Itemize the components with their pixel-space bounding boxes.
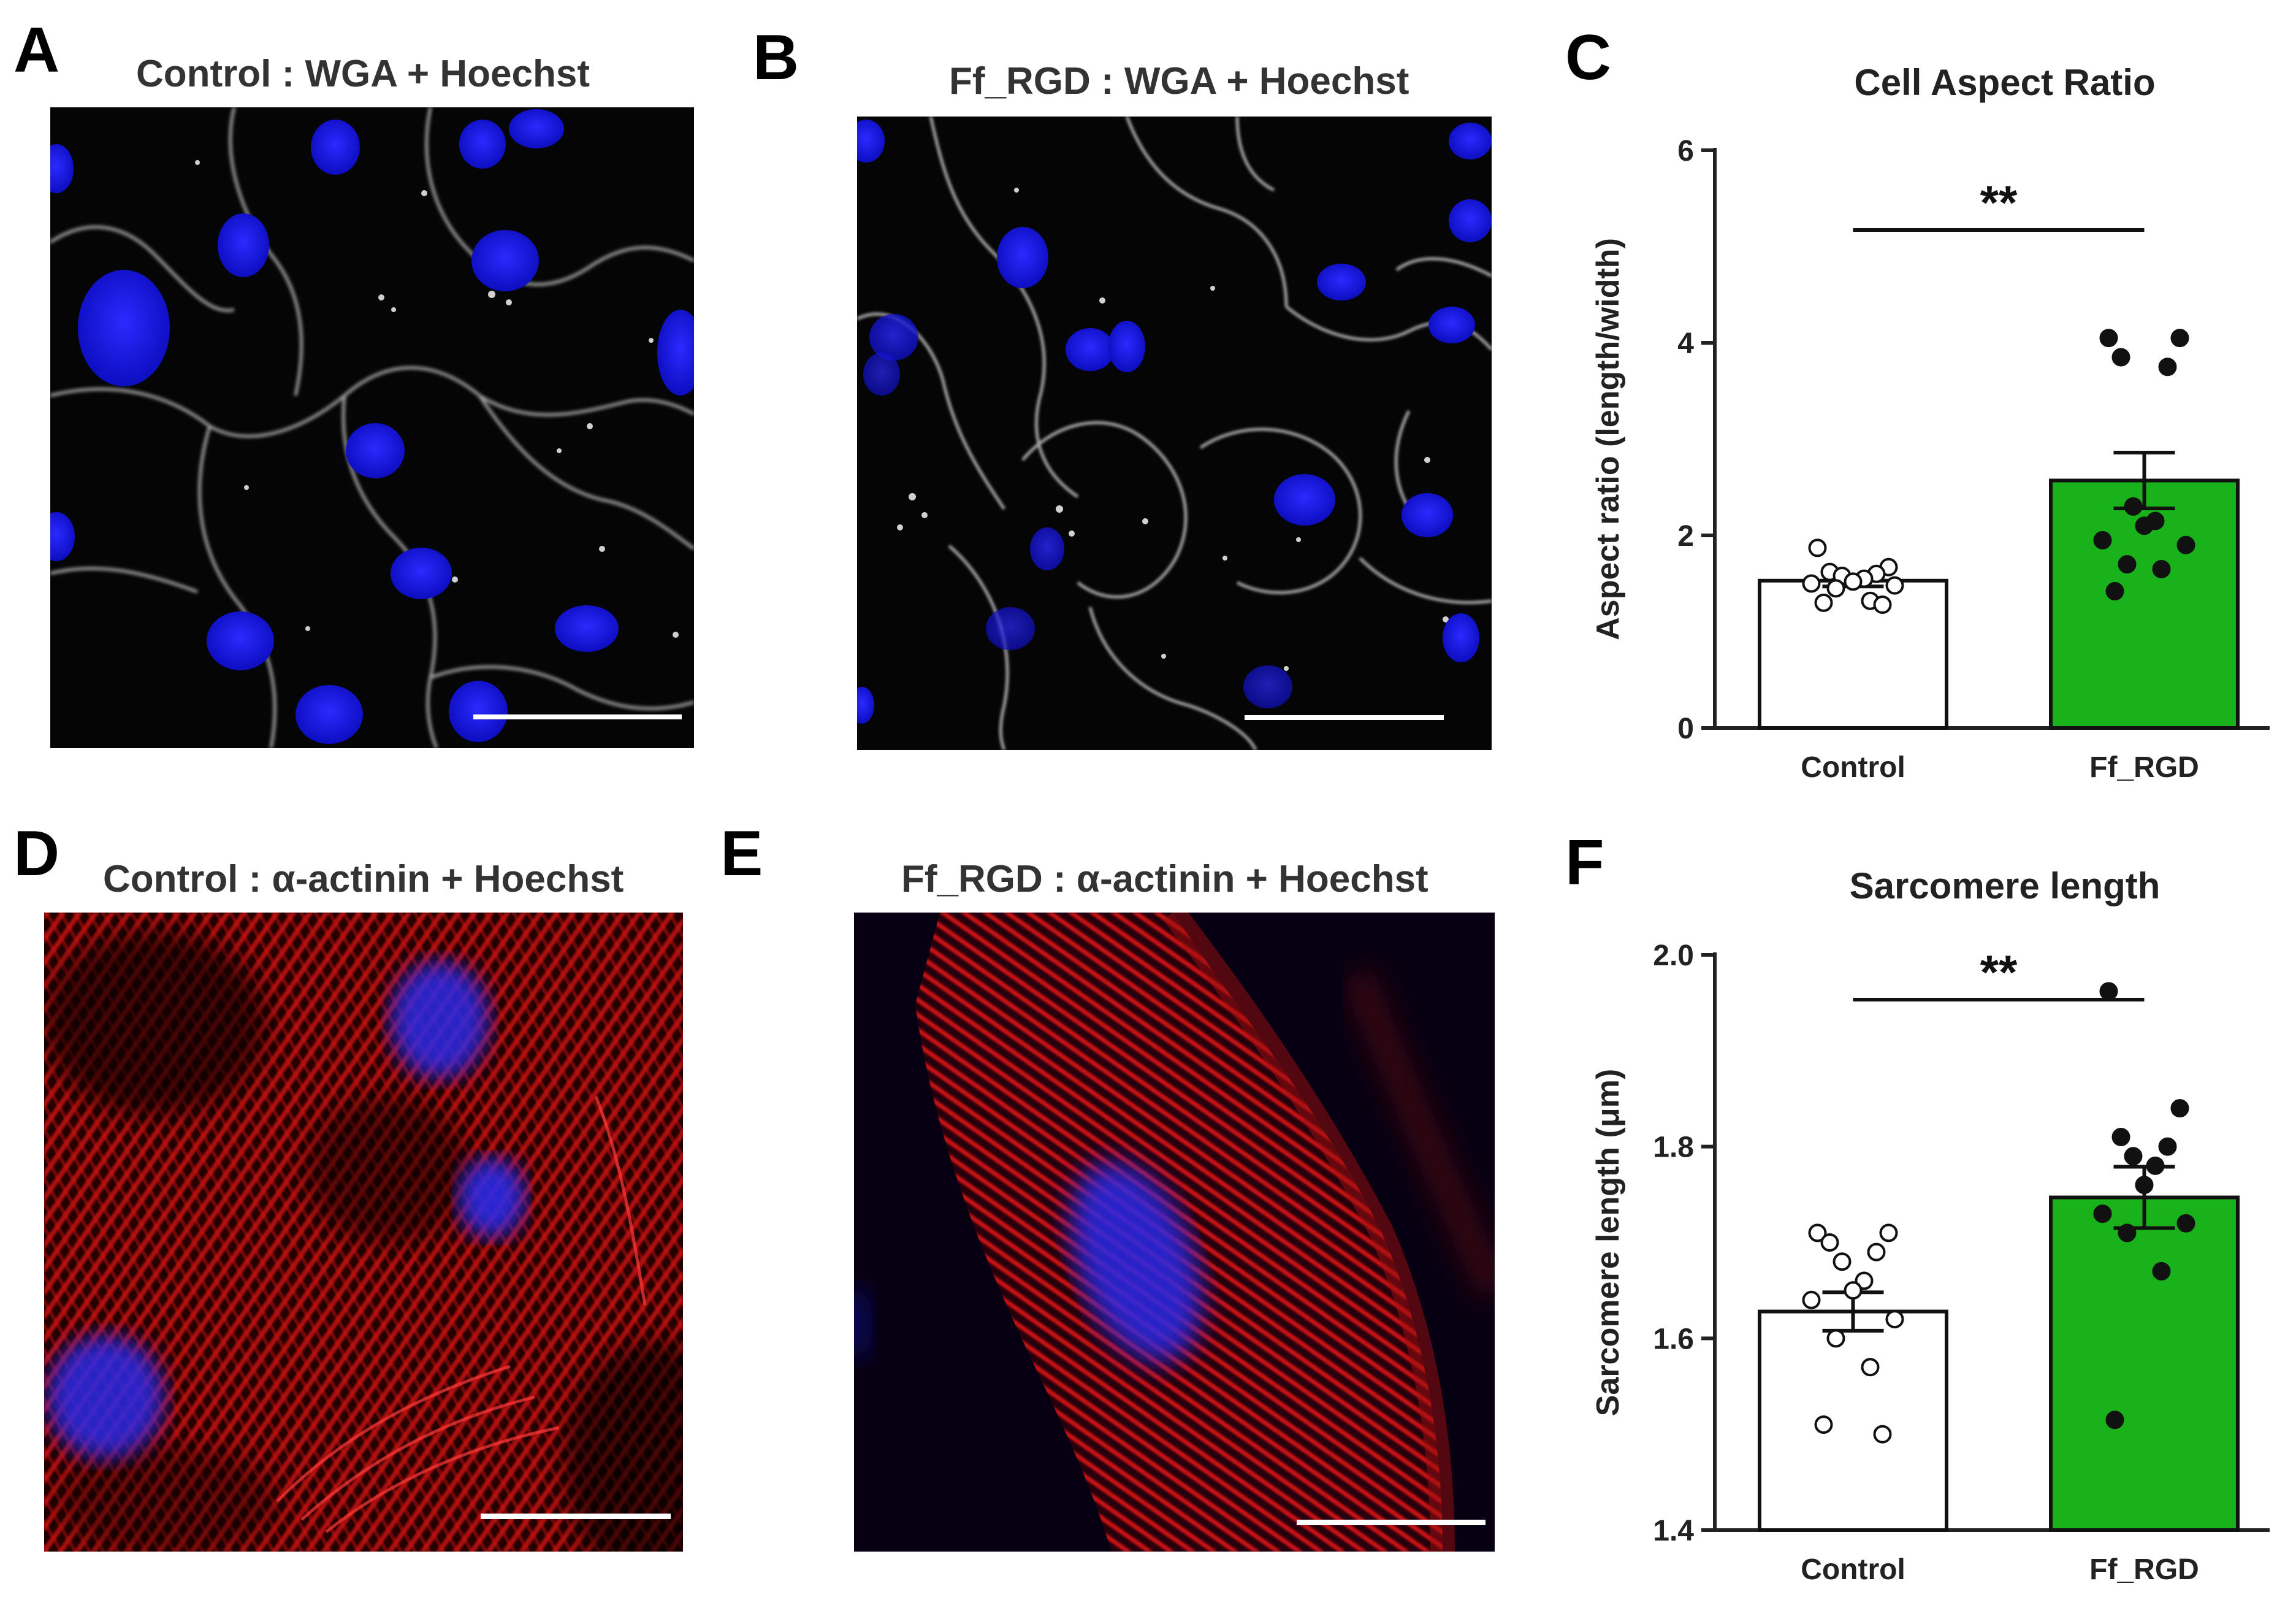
y-tick-label: 1.4 [1653,1515,1694,1547]
data-point [2158,358,2177,377]
data-point [2170,1099,2189,1118]
panel-e-title: Ff_RGD : α-actinin + Hoechst [901,858,1428,900]
y-tick-label: 2.0 [1653,940,1694,972]
scale-bar [481,1514,671,1519]
panel-d-title: Control : α-actinin + Hoechst [103,858,624,900]
data-point [1814,593,1833,612]
bar-ff-rgd [2049,1195,2240,1532]
data-point [1802,1290,1821,1309]
significance-label: ** [1980,945,2018,999]
data-point [1873,1425,1892,1444]
chart-title: Cell Aspect Ratio [1854,62,2155,103]
data-point [1885,576,1904,595]
data-point [2158,1137,2177,1156]
x-tick-label: Ff_RGD [2089,1553,2199,1586]
data-point [1808,538,1827,557]
data-point [2111,1128,2130,1147]
bar-control [1758,1309,1948,1532]
panel-letter-a: A [13,15,60,86]
data-point [2099,982,2118,1001]
y-tick-label: 1.8 [1653,1131,1694,1164]
data-point [1885,1310,1904,1329]
data-point [1844,572,1863,591]
data-point [1867,1242,1886,1262]
data-point [2152,1262,2171,1281]
panel-letter-f: F [1565,827,1604,898]
x-tick-label: Ff_RGD [2089,751,2199,784]
data-point [1873,595,1892,614]
x-tick-label: Control [1801,751,1905,784]
chart-aspect-ratio: Cell Aspect Ratio Aspect ratio (length/wi… [1545,25,2281,810]
micrograph-control-actinin [44,913,683,1552]
data-point [1844,1281,1863,1300]
data-point [2099,329,2118,348]
scale-bar [1245,715,1444,720]
chart-title: Sarcomere length [1850,865,2161,906]
significance-label: ** [1980,175,2018,229]
micrograph-ffrgd-actinin [854,913,1495,1552]
data-point [2105,1411,2124,1430]
data-point [2170,329,2189,348]
data-point [2111,348,2130,367]
y-tick-label: 6 [1677,135,1694,167]
scale-bar [1297,1520,1486,1525]
bar-control [1758,578,1948,730]
data-point [2152,559,2171,578]
scale-bar [473,714,682,719]
data-point [1861,1358,1880,1377]
chart-sarcomere-length: Sarcomere length Sarcomere length (μm) 1.4… [1545,828,2281,1607]
y-axis-label: Aspect ratio (length/width) [1590,238,1626,640]
micrograph-control-wga [50,107,694,748]
data-point [1808,1223,1827,1242]
data-point [1826,1329,1845,1348]
data-point [2135,516,2154,535]
data-point [2105,582,2124,601]
data-point [2146,1156,2165,1175]
panel-letter-b: B [753,22,799,93]
data-point [1879,1223,1898,1242]
y-tick-label: 4 [1677,327,1694,360]
x-tick-label: Control [1801,1553,1905,1586]
data-point [2118,1223,2137,1242]
panel-a-title: Control : WGA + Hoechst [136,53,590,95]
data-point [1820,1233,1839,1252]
data-point [1826,579,1845,598]
micrograph-ffrgd-wga [857,117,1492,750]
panel-b-title: Ff_RGD : WGA + Hoechst [949,60,1409,102]
error-bar [2113,450,2175,511]
panel-letter-e: E [720,818,763,889]
data-point [2124,497,2143,516]
data-point [1814,1415,1833,1434]
data-point [2093,530,2112,549]
data-point [2093,1204,2112,1223]
panel-letter-d: D [13,818,60,889]
data-point [2176,535,2195,554]
y-axis-label: Sarcomere length (μm) [1590,1069,1626,1416]
y-tick-label: 2 [1677,520,1694,553]
y-tick-label: 1.6 [1653,1323,1694,1355]
data-point [2135,1176,2154,1195]
data-point [2124,1147,2143,1166]
data-point [1802,574,1821,593]
y-tick-label: 0 [1677,713,1694,745]
data-point [2118,555,2137,574]
panel-letter-c: C [1565,22,1612,93]
data-point [2176,1214,2195,1233]
data-point [1833,1252,1852,1271]
